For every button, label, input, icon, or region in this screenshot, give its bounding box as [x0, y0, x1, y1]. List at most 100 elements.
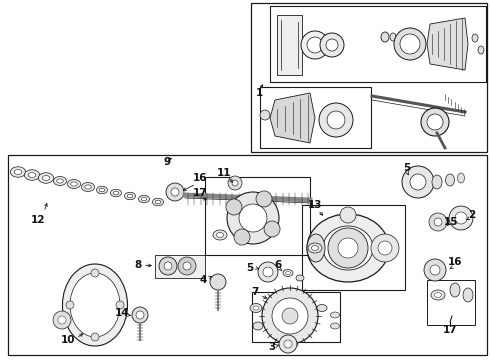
Ellipse shape — [472, 34, 478, 42]
Text: 9: 9 — [164, 157, 171, 167]
Ellipse shape — [38, 173, 54, 183]
Circle shape — [307, 37, 323, 53]
Circle shape — [91, 333, 99, 341]
Circle shape — [91, 269, 99, 277]
Ellipse shape — [141, 197, 147, 201]
Polygon shape — [270, 93, 315, 143]
Ellipse shape — [63, 264, 127, 346]
Circle shape — [264, 221, 280, 237]
Ellipse shape — [250, 303, 262, 312]
Ellipse shape — [312, 246, 318, 251]
Circle shape — [338, 238, 358, 258]
Circle shape — [430, 265, 440, 275]
Circle shape — [279, 335, 297, 353]
Ellipse shape — [68, 180, 80, 189]
Ellipse shape — [450, 283, 460, 297]
Bar — [251, 3, 487, 152]
Text: 13: 13 — [308, 200, 322, 210]
Bar — [8, 155, 487, 355]
Ellipse shape — [432, 175, 442, 189]
Ellipse shape — [152, 198, 164, 206]
Circle shape — [328, 228, 368, 268]
Ellipse shape — [97, 186, 107, 194]
Ellipse shape — [478, 46, 484, 54]
Circle shape — [378, 241, 392, 255]
Ellipse shape — [307, 234, 325, 262]
Text: 14: 14 — [115, 308, 129, 318]
Ellipse shape — [10, 167, 25, 177]
Text: 10: 10 — [61, 335, 75, 345]
Circle shape — [284, 340, 292, 348]
Circle shape — [455, 212, 467, 224]
Text: 17: 17 — [193, 188, 207, 198]
Ellipse shape — [70, 273, 120, 337]
Circle shape — [320, 33, 344, 57]
Text: 6: 6 — [274, 260, 282, 270]
Circle shape — [166, 183, 184, 201]
Ellipse shape — [323, 226, 373, 270]
Bar — [260, 87, 371, 148]
Ellipse shape — [458, 173, 465, 183]
Ellipse shape — [81, 183, 95, 192]
Text: 15: 15 — [444, 217, 458, 227]
Ellipse shape — [253, 306, 259, 310]
Bar — [302, 205, 405, 290]
Circle shape — [340, 207, 356, 223]
Circle shape — [256, 191, 272, 207]
Circle shape — [327, 111, 345, 129]
Circle shape — [400, 34, 420, 54]
Ellipse shape — [317, 305, 327, 311]
Circle shape — [239, 204, 267, 232]
Circle shape — [159, 257, 177, 275]
Text: 1: 1 — [255, 88, 263, 98]
Text: 17: 17 — [442, 325, 457, 335]
Ellipse shape — [463, 288, 473, 302]
Ellipse shape — [381, 32, 389, 42]
Ellipse shape — [390, 33, 396, 41]
Ellipse shape — [283, 270, 293, 276]
Ellipse shape — [330, 312, 340, 318]
Text: 5: 5 — [246, 263, 254, 273]
Ellipse shape — [435, 292, 441, 297]
Ellipse shape — [431, 290, 445, 300]
Circle shape — [234, 229, 250, 245]
Circle shape — [410, 174, 426, 190]
Ellipse shape — [296, 275, 304, 281]
Ellipse shape — [445, 174, 455, 186]
Ellipse shape — [286, 271, 291, 274]
Polygon shape — [427, 18, 468, 70]
Circle shape — [429, 213, 447, 231]
Ellipse shape — [139, 195, 149, 203]
Circle shape — [227, 192, 279, 244]
Bar — [252, 292, 340, 342]
Ellipse shape — [42, 176, 50, 180]
Circle shape — [326, 39, 338, 51]
Circle shape — [371, 234, 399, 262]
Circle shape — [171, 188, 179, 196]
Circle shape — [394, 28, 426, 60]
Circle shape — [421, 108, 449, 136]
Text: 4: 4 — [199, 275, 207, 285]
Circle shape — [53, 311, 71, 329]
Text: 16: 16 — [448, 257, 462, 267]
Circle shape — [132, 307, 148, 323]
Circle shape — [116, 301, 124, 309]
Ellipse shape — [53, 176, 67, 185]
Bar — [205, 177, 310, 255]
Ellipse shape — [307, 214, 389, 282]
Bar — [270, 6, 486, 82]
Text: 3: 3 — [269, 342, 275, 352]
Circle shape — [58, 316, 66, 324]
Bar — [155, 255, 205, 278]
Ellipse shape — [71, 182, 77, 186]
Ellipse shape — [253, 322, 263, 330]
Circle shape — [178, 257, 196, 275]
Circle shape — [402, 166, 434, 198]
Ellipse shape — [111, 189, 122, 197]
Circle shape — [301, 31, 329, 59]
Ellipse shape — [113, 191, 119, 195]
Text: 7: 7 — [251, 287, 259, 297]
Circle shape — [260, 110, 270, 120]
Ellipse shape — [99, 188, 105, 192]
Circle shape — [449, 206, 473, 230]
